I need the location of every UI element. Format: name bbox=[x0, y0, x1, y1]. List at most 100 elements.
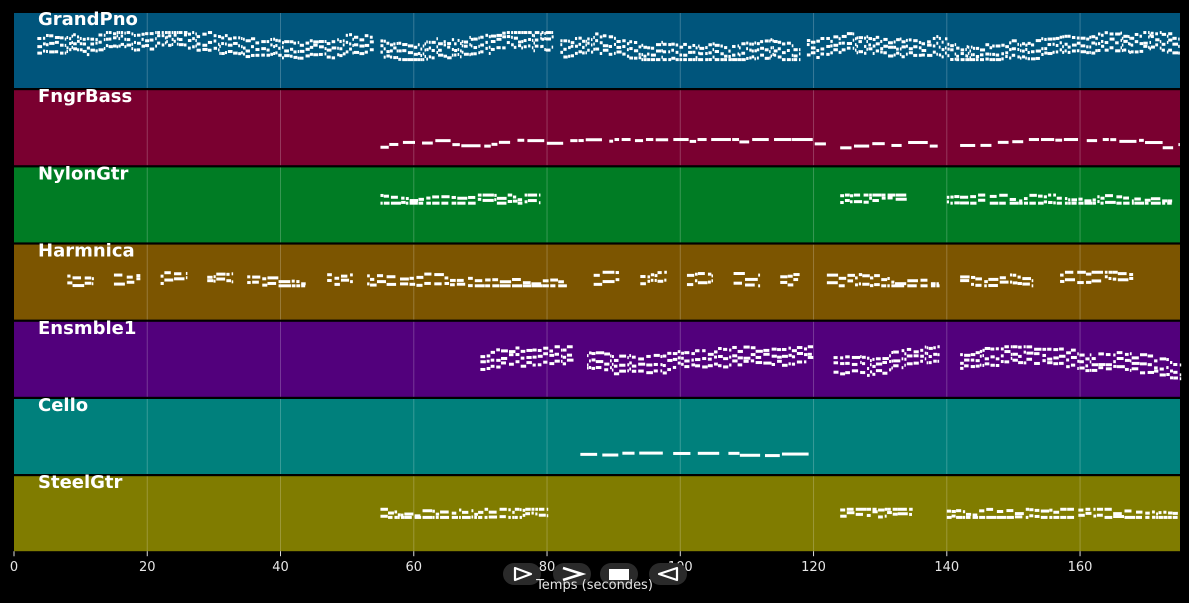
note bbox=[591, 358, 596, 362]
note bbox=[675, 58, 679, 62]
note bbox=[436, 51, 439, 55]
note bbox=[908, 140, 928, 144]
note bbox=[1130, 43, 1134, 47]
note bbox=[787, 274, 793, 278]
note bbox=[626, 48, 629, 52]
note bbox=[796, 346, 803, 350]
note bbox=[313, 53, 319, 57]
note bbox=[380, 201, 383, 205]
note bbox=[807, 345, 814, 349]
note bbox=[305, 41, 310, 45]
note bbox=[416, 275, 424, 279]
note bbox=[737, 356, 743, 360]
note bbox=[950, 58, 954, 62]
track-panel-ensmble1 bbox=[14, 321, 1180, 397]
note bbox=[501, 349, 508, 353]
note bbox=[660, 355, 663, 359]
note bbox=[589, 359, 591, 363]
note bbox=[671, 56, 676, 60]
note bbox=[492, 284, 500, 288]
note bbox=[164, 41, 167, 45]
note bbox=[1059, 41, 1062, 45]
note bbox=[881, 196, 886, 200]
note bbox=[460, 55, 462, 59]
note bbox=[755, 355, 762, 359]
note bbox=[640, 275, 646, 279]
note bbox=[350, 273, 353, 277]
note bbox=[927, 43, 932, 47]
stop-button[interactable] bbox=[600, 563, 638, 585]
note bbox=[841, 48, 846, 52]
note bbox=[664, 270, 667, 274]
note bbox=[616, 40, 621, 44]
note bbox=[926, 361, 929, 365]
note bbox=[1091, 357, 1096, 361]
note bbox=[496, 358, 501, 362]
note bbox=[1113, 353, 1116, 357]
note bbox=[213, 39, 217, 43]
note bbox=[718, 355, 723, 359]
note bbox=[633, 56, 638, 60]
note bbox=[480, 35, 484, 39]
note bbox=[629, 367, 632, 371]
note bbox=[289, 47, 294, 51]
note bbox=[77, 48, 79, 52]
note bbox=[1105, 200, 1116, 204]
rewind-button[interactable] bbox=[649, 563, 687, 585]
note bbox=[1104, 31, 1108, 35]
note bbox=[414, 515, 422, 519]
note bbox=[695, 349, 700, 353]
note bbox=[1108, 276, 1112, 280]
note bbox=[131, 42, 134, 46]
note bbox=[1166, 34, 1169, 38]
note bbox=[770, 54, 773, 58]
note bbox=[913, 45, 918, 49]
note bbox=[1098, 363, 1106, 367]
note bbox=[729, 355, 732, 359]
note bbox=[714, 43, 720, 47]
note bbox=[1056, 196, 1062, 200]
note bbox=[664, 278, 667, 282]
note bbox=[1080, 50, 1086, 54]
note bbox=[1009, 41, 1012, 45]
note bbox=[231, 272, 234, 276]
note bbox=[975, 283, 982, 287]
note bbox=[655, 138, 669, 142]
note bbox=[1014, 512, 1024, 516]
note bbox=[921, 53, 925, 57]
note bbox=[1044, 51, 1048, 55]
note bbox=[369, 35, 373, 39]
note bbox=[777, 348, 782, 352]
note bbox=[1035, 39, 1042, 43]
note bbox=[611, 355, 614, 359]
forward-button[interactable] bbox=[553, 563, 591, 585]
play-button[interactable] bbox=[503, 563, 541, 585]
note bbox=[1086, 37, 1090, 41]
note bbox=[266, 48, 270, 52]
note bbox=[970, 365, 975, 369]
note bbox=[133, 40, 136, 44]
note bbox=[432, 509, 435, 513]
note bbox=[1121, 43, 1124, 47]
note bbox=[402, 43, 408, 47]
note bbox=[629, 47, 633, 51]
note bbox=[1009, 197, 1016, 201]
note bbox=[833, 370, 839, 374]
note bbox=[451, 38, 455, 42]
note bbox=[380, 193, 384, 197]
note bbox=[394, 510, 398, 514]
note bbox=[1148, 35, 1150, 39]
note bbox=[273, 37, 276, 41]
note bbox=[233, 51, 238, 55]
note bbox=[966, 515, 971, 519]
note bbox=[252, 275, 261, 279]
track-label-cello: Cello bbox=[38, 395, 88, 416]
note bbox=[941, 48, 945, 52]
note bbox=[881, 193, 886, 197]
note bbox=[1143, 41, 1148, 45]
note bbox=[570, 54, 575, 58]
note bbox=[780, 275, 788, 279]
note bbox=[1006, 509, 1014, 513]
note bbox=[546, 141, 564, 145]
note bbox=[531, 33, 534, 37]
